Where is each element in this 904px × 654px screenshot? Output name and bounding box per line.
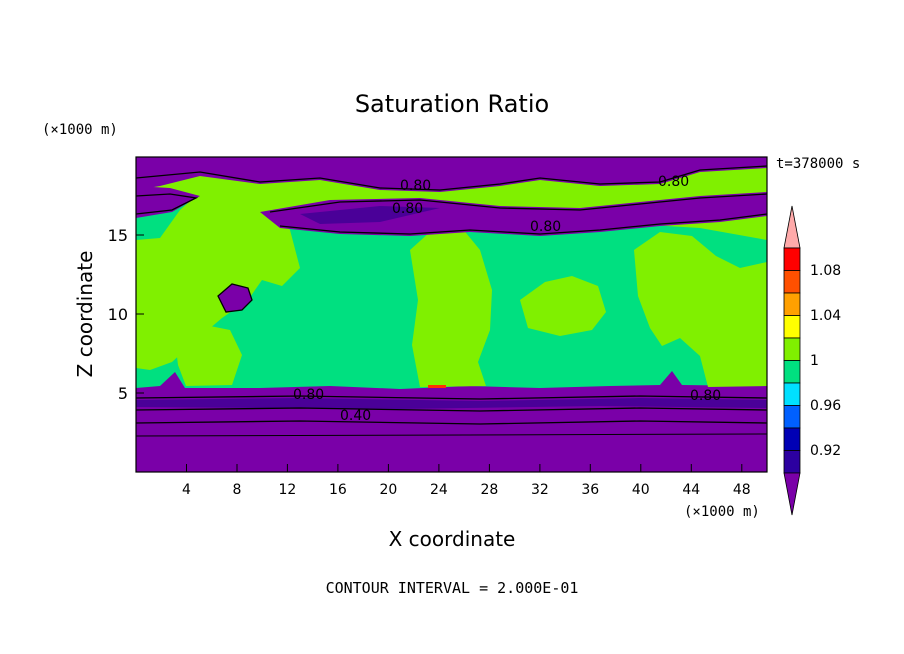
colorbar-swatch: [783, 450, 801, 474]
x-tick-label: 44: [682, 482, 700, 498]
dry-pocket: [218, 284, 252, 312]
y-axis-label: Z coordinate: [73, 251, 97, 378]
contour-labels: 0.80 0.80 0.80 0.80 0.80 0.40 0.80: [293, 174, 721, 424]
x-tick-label: 28: [480, 482, 498, 498]
green-region-mid-right: [520, 276, 606, 336]
y-axis: [136, 234, 144, 394]
colorbar-swatch: [783, 270, 801, 294]
contour-label: 0.80: [690, 388, 721, 404]
colorbar-label: 0.92: [810, 443, 841, 459]
colorbar-bottom-arrow: [783, 472, 801, 516]
colorbar-swatch: [783, 337, 801, 361]
contour-lines: [135, 165, 768, 437]
contour-label: 0.40: [340, 408, 371, 424]
x-unit-label: (×1000 m): [684, 504, 760, 520]
contour-line: [135, 395, 768, 400]
colorbar-swatch: [783, 360, 801, 384]
chart-title: Saturation Ratio: [355, 90, 549, 118]
colorbar-swatch: [783, 247, 801, 271]
x-axis-label: X coordinate: [389, 527, 516, 551]
x-tick-label: 20: [379, 482, 397, 498]
colorbar-swatch: [783, 315, 801, 339]
contour-line: [135, 433, 768, 437]
green-region-left: [136, 172, 300, 370]
y-tick-label: 5: [118, 384, 128, 403]
upper-dry-band-main: [260, 192, 767, 236]
green-region-left-lower: [175, 325, 242, 386]
colorbar: [783, 205, 801, 516]
x-tick-label: 12: [278, 482, 296, 498]
x-tick-label: 40: [632, 482, 650, 498]
x-tick-label: 32: [531, 482, 549, 498]
x-tick-label: 16: [329, 482, 347, 498]
contour-line: [135, 165, 768, 191]
y-tick-label: 10: [108, 305, 128, 324]
colorbar-label: 1.04: [810, 308, 841, 324]
contour-interval-footer: CONTOUR INTERVAL = 2.000E-01: [326, 579, 579, 597]
y-tick-label: 15: [108, 226, 128, 245]
upper-dry-core: [300, 206, 440, 224]
green-region-mid: [410, 228, 492, 387]
colorbar-top-arrow: [783, 205, 801, 249]
x-tick-label: 8: [233, 482, 242, 498]
green-region-right: [634, 232, 767, 387]
contour-label: 0.80: [400, 178, 431, 194]
colorbar-swatch: [783, 292, 801, 316]
contour-label: 0.80: [530, 219, 561, 235]
contour-label: 0.80: [293, 387, 324, 403]
colorbar-label: 0.96: [810, 398, 841, 414]
x-tick-labels: 4 8 12 16 20 24 28 32 36 40 44 48: [182, 482, 751, 498]
y-unit-label: (×1000 m): [42, 122, 118, 138]
x-axis: [186, 464, 743, 472]
saturation-field: [136, 157, 767, 472]
contour-label: 0.80: [392, 201, 423, 217]
supersaturated-spot: [428, 385, 446, 388]
colorbar-swatch: [783, 382, 801, 406]
contour-line: [135, 420, 768, 425]
contour-label: 0.80: [658, 174, 689, 190]
colorbar-label: 1: [810, 353, 819, 369]
contour-line: [217, 283, 253, 313]
lower-layer-band: [136, 398, 767, 409]
contour-line: [269, 193, 768, 213]
x-tick-label: 24: [430, 482, 448, 498]
colorbar-labels: 1.08 1.04 1 0.96 0.92: [810, 263, 841, 459]
contour-line: [279, 213, 768, 235]
y-tick-labels: 5 10 15: [108, 226, 128, 403]
x-tick-label: 4: [182, 482, 191, 498]
upper-dry-band-top-fill: [136, 186, 200, 218]
colorbar-swatch: [783, 427, 801, 451]
x-tick-label: 36: [581, 482, 599, 498]
contour-line: [135, 407, 768, 412]
x-tick-label: 48: [733, 482, 751, 498]
time-label: t=378000 s: [776, 156, 860, 172]
colorbar-swatch: [783, 405, 801, 429]
contour-line: [135, 193, 199, 215]
colorbar-label: 1.08: [810, 263, 841, 279]
